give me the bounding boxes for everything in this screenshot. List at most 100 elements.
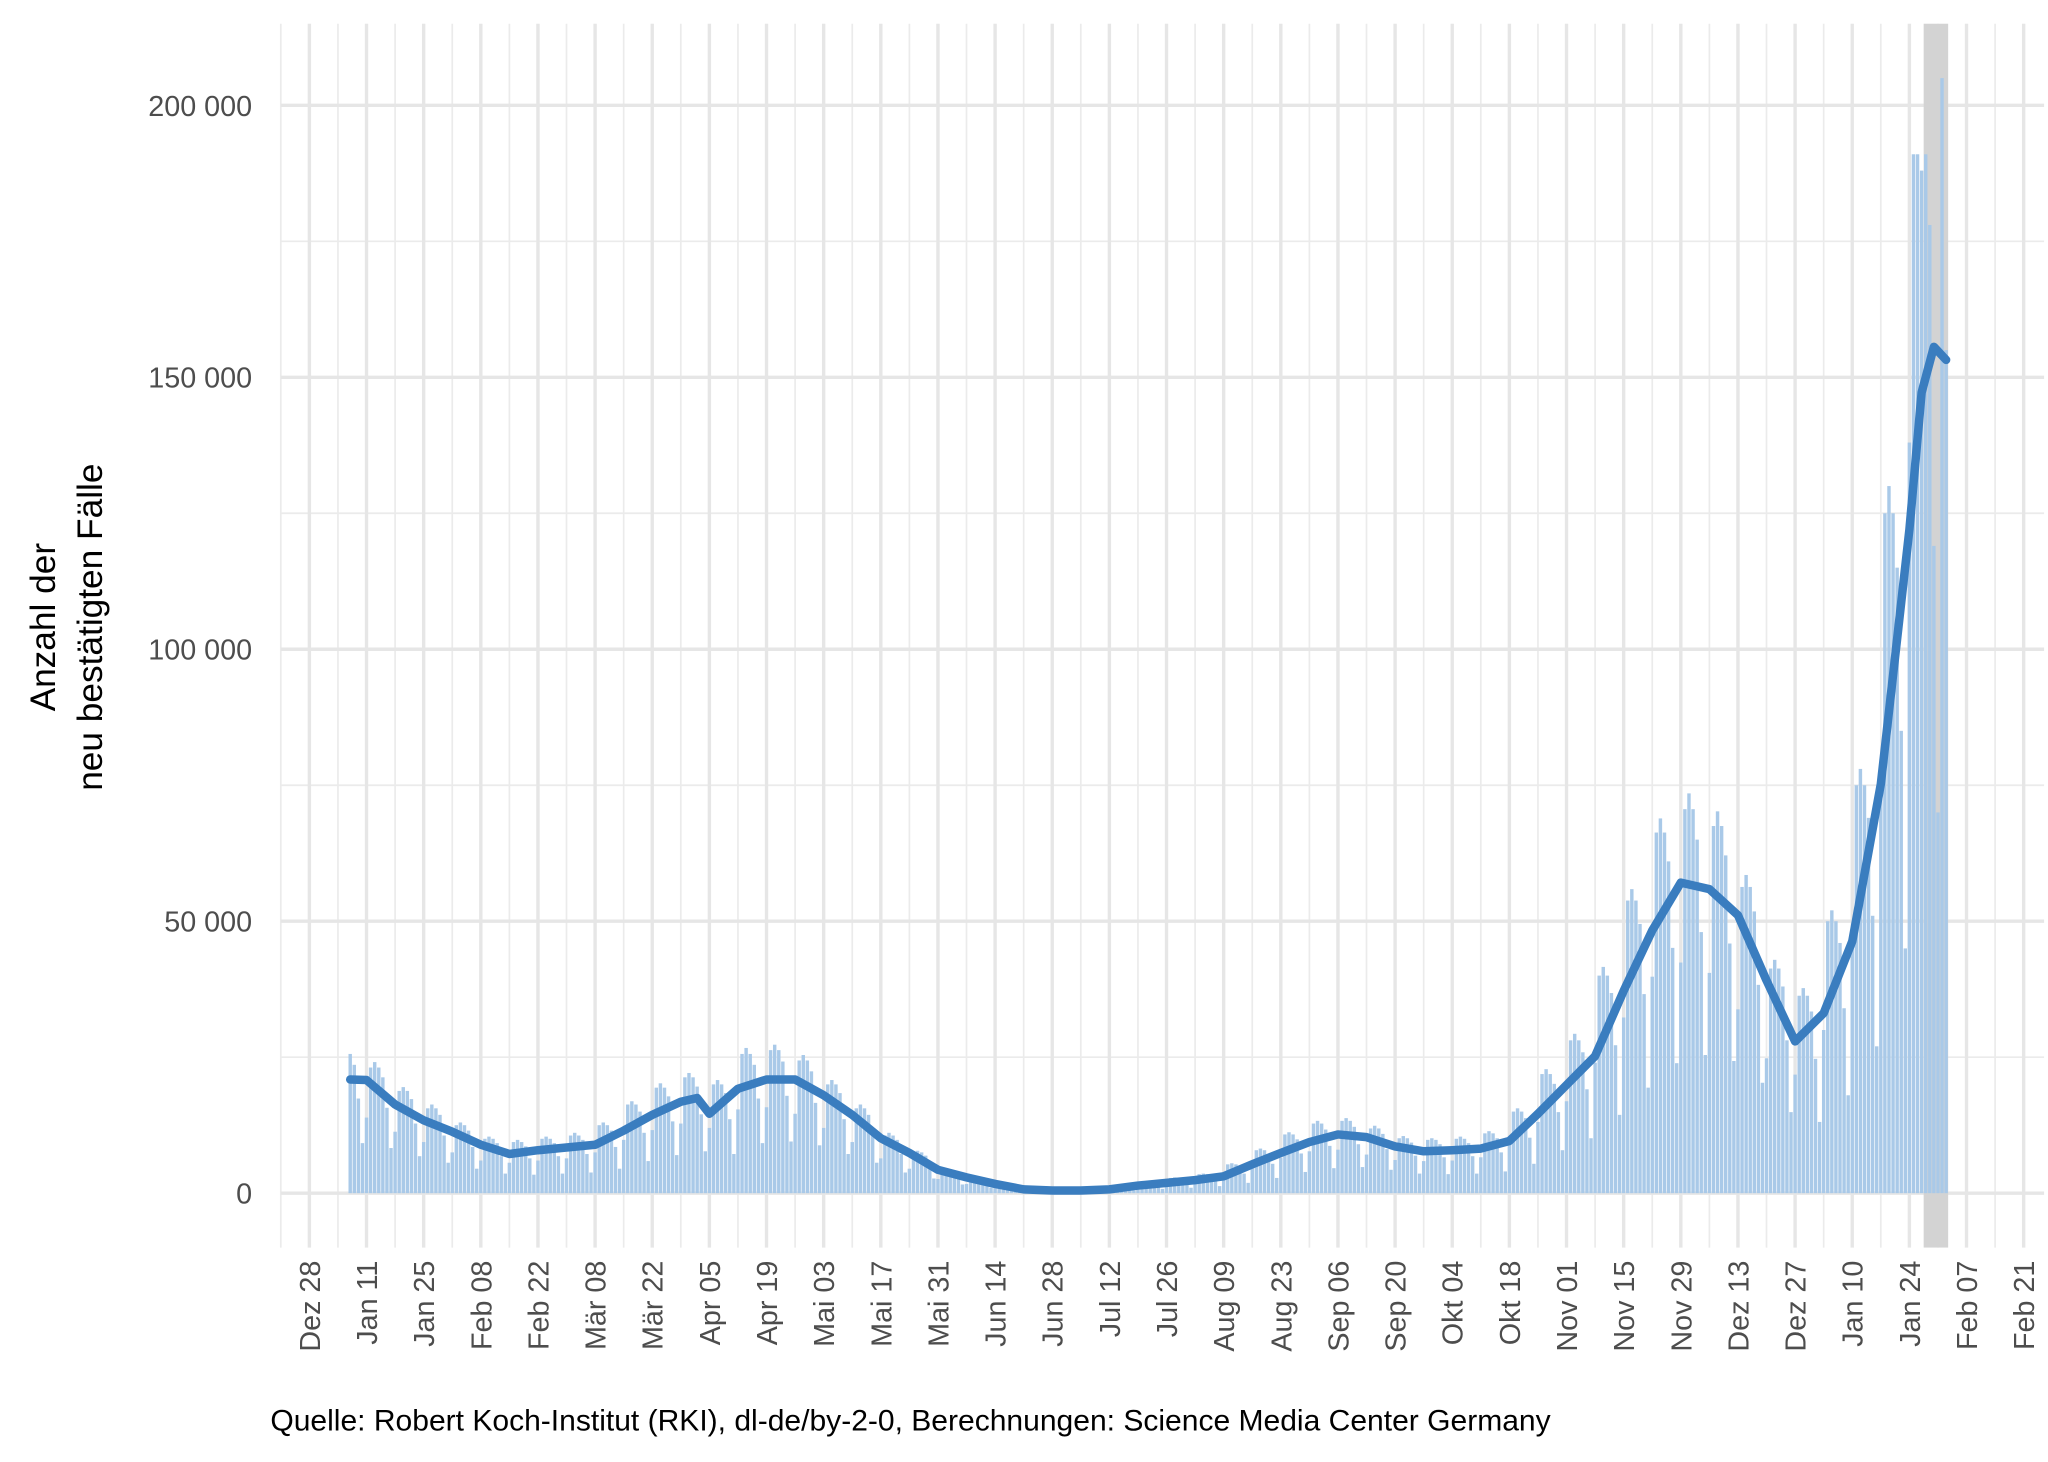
bar: [1675, 1063, 1679, 1194]
x-tick-label: Apr 19: [752, 1261, 784, 1346]
bar: [1854, 785, 1859, 1194]
bar: [956, 1176, 961, 1194]
bar: [1793, 1074, 1797, 1194]
bar: [858, 1104, 863, 1194]
bar: [993, 1188, 997, 1194]
bar: [1275, 1177, 1279, 1194]
bar: [564, 1158, 569, 1194]
bar: [540, 1138, 544, 1194]
bar: [1593, 1062, 1597, 1194]
bar: [1352, 1126, 1356, 1194]
bar: [1601, 966, 1605, 1194]
bar: [781, 1061, 785, 1194]
bar: [1581, 1052, 1585, 1194]
bar: [536, 1160, 540, 1194]
bar: [1132, 1190, 1136, 1194]
bar: [944, 1168, 948, 1194]
bar: [707, 1127, 712, 1194]
bar: [393, 1131, 397, 1194]
x-tick-label: Jan 11: [352, 1261, 384, 1345]
x-tick-label: Nov 15: [1609, 1261, 1641, 1352]
bar: [556, 1156, 561, 1194]
bar: [1646, 1087, 1650, 1194]
bar: [1744, 874, 1748, 1194]
bar: [879, 1158, 883, 1194]
bar: [1887, 486, 1891, 1194]
x-tick-label: Mär 08: [581, 1261, 613, 1350]
bar: [1777, 968, 1781, 1194]
bar: [1703, 1055, 1708, 1194]
x-tick-label: Jul 26: [1152, 1261, 1184, 1338]
bar: [911, 1152, 916, 1194]
bar: [924, 1155, 928, 1194]
bar: [364, 1117, 369, 1194]
bar: [1311, 1123, 1316, 1194]
bar: [1907, 442, 1912, 1194]
bar: [581, 1139, 585, 1194]
bar: [1924, 154, 1928, 1194]
bar: [1915, 154, 1920, 1194]
bar: [1446, 1174, 1450, 1194]
bar: [1634, 900, 1638, 1194]
x-tick-label: Mai 03: [809, 1261, 841, 1347]
bar: [1626, 900, 1630, 1194]
bar: [1430, 1138, 1434, 1194]
bar: [491, 1138, 495, 1194]
bar: [1879, 785, 1883, 1194]
bar: [515, 1139, 520, 1194]
bar: [805, 1060, 810, 1194]
bar: [675, 1155, 679, 1194]
bar: [544, 1136, 548, 1194]
bar: [1875, 1046, 1879, 1194]
bar: [1503, 1171, 1508, 1194]
bar: [1544, 1069, 1548, 1194]
bar: [1515, 1108, 1520, 1194]
caption: Quelle: Robert Koch-Institut (RKI), dl-d…: [270, 1404, 1550, 1437]
bar: [1291, 1134, 1295, 1194]
bar: [507, 1162, 512, 1194]
bar: [417, 1156, 422, 1194]
bar: [434, 1108, 438, 1194]
bar: [601, 1122, 605, 1194]
bar: [1748, 886, 1752, 1194]
bar: [1205, 1174, 1210, 1194]
bar: [875, 1162, 879, 1194]
bar: [560, 1173, 565, 1194]
bar: [1707, 972, 1712, 1194]
bar: [932, 1178, 936, 1194]
bar: [609, 1130, 614, 1194]
bar: [1850, 948, 1854, 1194]
bar: [385, 1107, 389, 1194]
bar: [1393, 1159, 1397, 1194]
bar: [1295, 1139, 1299, 1194]
bar: [1556, 1112, 1561, 1194]
bar: [638, 1111, 642, 1194]
bar: [511, 1142, 516, 1194]
bar: [1797, 995, 1801, 1194]
bar: [1532, 1163, 1536, 1194]
bar: [821, 1127, 826, 1194]
bar: [405, 1090, 410, 1194]
bar: [470, 1146, 475, 1194]
bar: [1409, 1142, 1414, 1194]
bar: [466, 1130, 471, 1194]
bar: [1944, 350, 1948, 1194]
bar: [699, 1114, 703, 1194]
bar: [719, 1084, 724, 1194]
bar: [826, 1084, 830, 1194]
bar: [1185, 1182, 1189, 1194]
bar: [1830, 910, 1834, 1194]
bar: [1548, 1074, 1552, 1194]
bar: [475, 1168, 479, 1194]
bar: [524, 1146, 528, 1194]
bar: [777, 1050, 781, 1194]
bar: [593, 1152, 597, 1194]
bar: [1817, 1121, 1822, 1194]
bar: [1344, 1118, 1348, 1194]
bar: [907, 1168, 912, 1194]
x-tick-label: Feb 21: [2009, 1261, 2041, 1350]
x-tick-label: Apr 05: [695, 1261, 727, 1346]
bar: [887, 1132, 891, 1194]
x-tick-label: Mai 17: [866, 1261, 898, 1347]
bar: [1666, 861, 1671, 1194]
